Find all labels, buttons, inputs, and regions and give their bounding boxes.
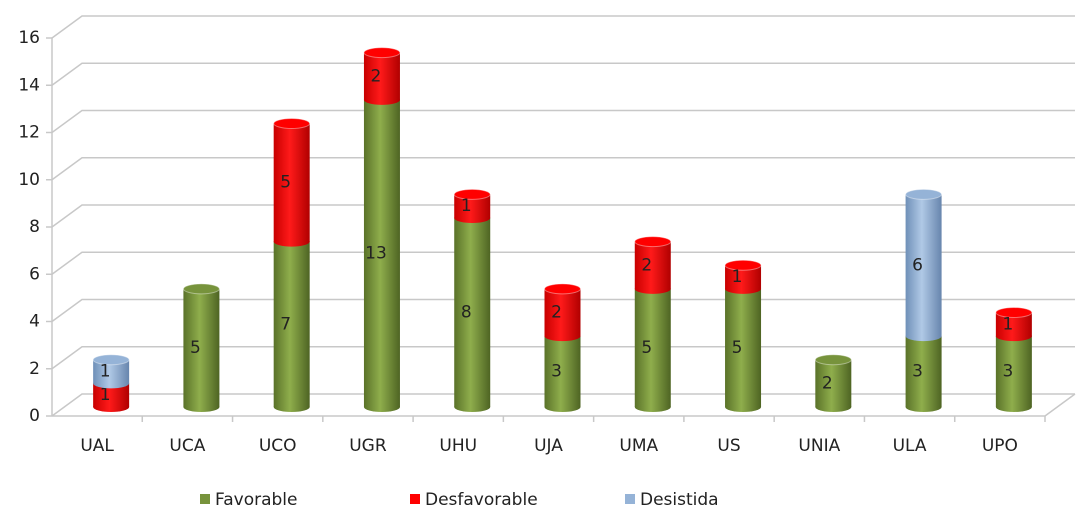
- x-tick-label: UGR: [349, 436, 387, 456]
- x-tick-label: UMA: [619, 436, 658, 456]
- data-label: 5: [190, 338, 201, 358]
- data-label: 2: [371, 66, 382, 86]
- bar-top: [363, 47, 401, 59]
- data-label: 1: [461, 196, 472, 216]
- bar: [905, 194, 942, 337]
- bar: [634, 241, 671, 289]
- bar-top: [544, 283, 581, 295]
- bar: [544, 288, 581, 337]
- y-tick-label: 2: [29, 359, 40, 379]
- data-label: 5: [280, 173, 291, 193]
- bar: [273, 123, 310, 242]
- bar: [183, 288, 220, 407]
- bar: [363, 99, 400, 407]
- y-tick-label: 6: [29, 264, 40, 284]
- bar: [273, 241, 310, 407]
- bar-top: [995, 307, 1033, 318]
- bar: [995, 312, 1032, 337]
- bar-top: [814, 354, 852, 366]
- data-label: 5: [732, 338, 743, 358]
- bar: [454, 194, 491, 218]
- data-label: 2: [551, 303, 562, 323]
- bar: [93, 359, 130, 384]
- bar-top: [273, 118, 311, 129]
- data-label: 2: [641, 255, 652, 275]
- bar: [905, 336, 942, 407]
- x-tick-label: UJA: [534, 436, 563, 456]
- legend-swatch: [200, 494, 210, 504]
- data-label: 1: [100, 362, 111, 382]
- y-tick-label: 0: [29, 406, 40, 426]
- data-label: 1: [100, 385, 111, 405]
- bar-top: [724, 259, 762, 271]
- legend-swatch: [625, 494, 635, 504]
- x-tick-label: UHU: [439, 436, 477, 456]
- data-label: 1: [1002, 314, 1013, 334]
- x-tick-label: UPO: [982, 436, 1018, 456]
- grid-line: [51, 15, 1075, 39]
- x-tick-label: UAL: [80, 436, 114, 456]
- legend-label: Favorable: [215, 490, 297, 510]
- legend-label: Desistida: [640, 490, 719, 510]
- data-label: 6: [912, 255, 923, 275]
- bar-top: [634, 236, 672, 248]
- legend-label: Desfavorable: [425, 490, 538, 510]
- data-label: 8: [461, 303, 472, 323]
- bar: [725, 288, 762, 407]
- data-label: 3: [1002, 362, 1013, 382]
- bar-top: [905, 188, 943, 200]
- y-tick-label: 16: [18, 28, 40, 48]
- y-tick-label: 12: [18, 123, 40, 143]
- y-tick-label: 4: [29, 312, 40, 332]
- bar: [725, 265, 762, 289]
- bar: [93, 383, 130, 407]
- x-tick-label: UCO: [259, 436, 297, 456]
- y-tick-label: 8: [29, 217, 40, 237]
- grid-line: [51, 62, 1075, 86]
- grid-line: [51, 157, 1075, 181]
- x-tick-label: UNIA: [798, 436, 840, 456]
- y-tick-label: 14: [18, 75, 40, 95]
- bar-top: [182, 283, 220, 295]
- data-label: 3: [551, 362, 562, 382]
- bar: [634, 288, 671, 407]
- grid-line: [51, 109, 1075, 134]
- grid-line: [51, 251, 1075, 275]
- x-tick-label: US: [717, 436, 740, 456]
- data-label: 13: [365, 243, 387, 263]
- bar: [544, 336, 581, 407]
- data-label: 1: [732, 267, 743, 287]
- y-tick-label: 10: [18, 170, 40, 190]
- data-label: 2: [822, 373, 833, 393]
- bar: [363, 52, 400, 100]
- legend-swatch: [410, 494, 420, 504]
- data-label: 7: [280, 314, 291, 334]
- bar: [815, 359, 852, 407]
- x-tick-label: UCA: [169, 436, 205, 456]
- bar-top: [453, 188, 491, 200]
- bar: [454, 218, 491, 407]
- x-tick-label: ULA: [893, 436, 927, 456]
- grid-line: [51, 204, 1075, 228]
- data-label: 3: [912, 362, 923, 382]
- data-label: 5: [641, 338, 652, 358]
- bar-top: [92, 354, 130, 366]
- bar: [995, 336, 1032, 407]
